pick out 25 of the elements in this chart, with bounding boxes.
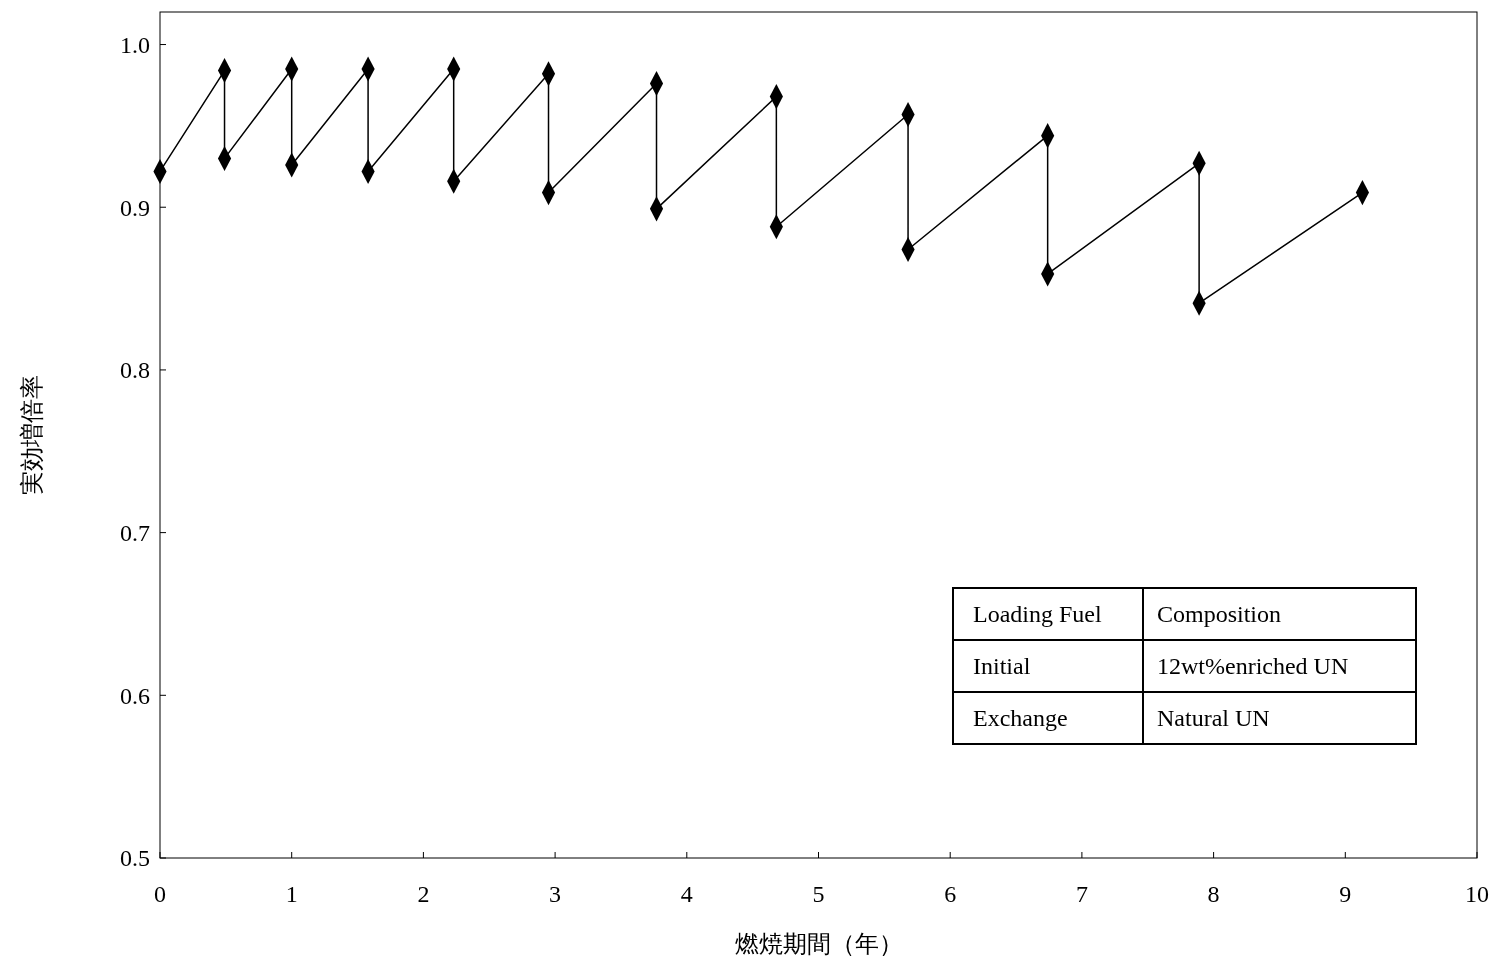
x-tick-label: 6 (944, 881, 957, 907)
x-tick-label: 2 (417, 881, 430, 907)
x-tick-label: 10 (1465, 881, 1489, 907)
annotation: Exchange (973, 705, 1068, 732)
y-tick-label: 0.8 (120, 357, 150, 384)
annotation: Natural UN (1157, 705, 1270, 732)
x-tick-label: 0 (154, 881, 166, 907)
x-tick-label: 4 (680, 881, 693, 907)
x-axis-title: 燃焼期間（年） (734, 931, 903, 957)
x-tick-label: 5 (812, 881, 825, 907)
annotation: Initial (973, 653, 1031, 680)
y-tick-label: 0.7 (120, 520, 150, 547)
x-tick-label: 8 (1207, 881, 1220, 907)
x-tick-label: 9 (1339, 881, 1352, 907)
y-tick-label: 0.9 (120, 194, 150, 221)
y-axis-title: 実効増倍率 (19, 375, 45, 495)
annotation: Loading Fuel (973, 601, 1102, 628)
x-tick-label: 7 (1075, 881, 1088, 907)
annotation: 12wt%enriched UN (1157, 653, 1349, 680)
y-tick-label: 0.5 (120, 845, 150, 872)
annotation: Composition (1157, 601, 1282, 628)
y-tick-label: 1.0 (120, 31, 150, 58)
y-tick-label: 0.6 (120, 682, 150, 709)
x-tick-label: 3 (549, 881, 562, 907)
x-tick-label: 1 (285, 881, 298, 907)
